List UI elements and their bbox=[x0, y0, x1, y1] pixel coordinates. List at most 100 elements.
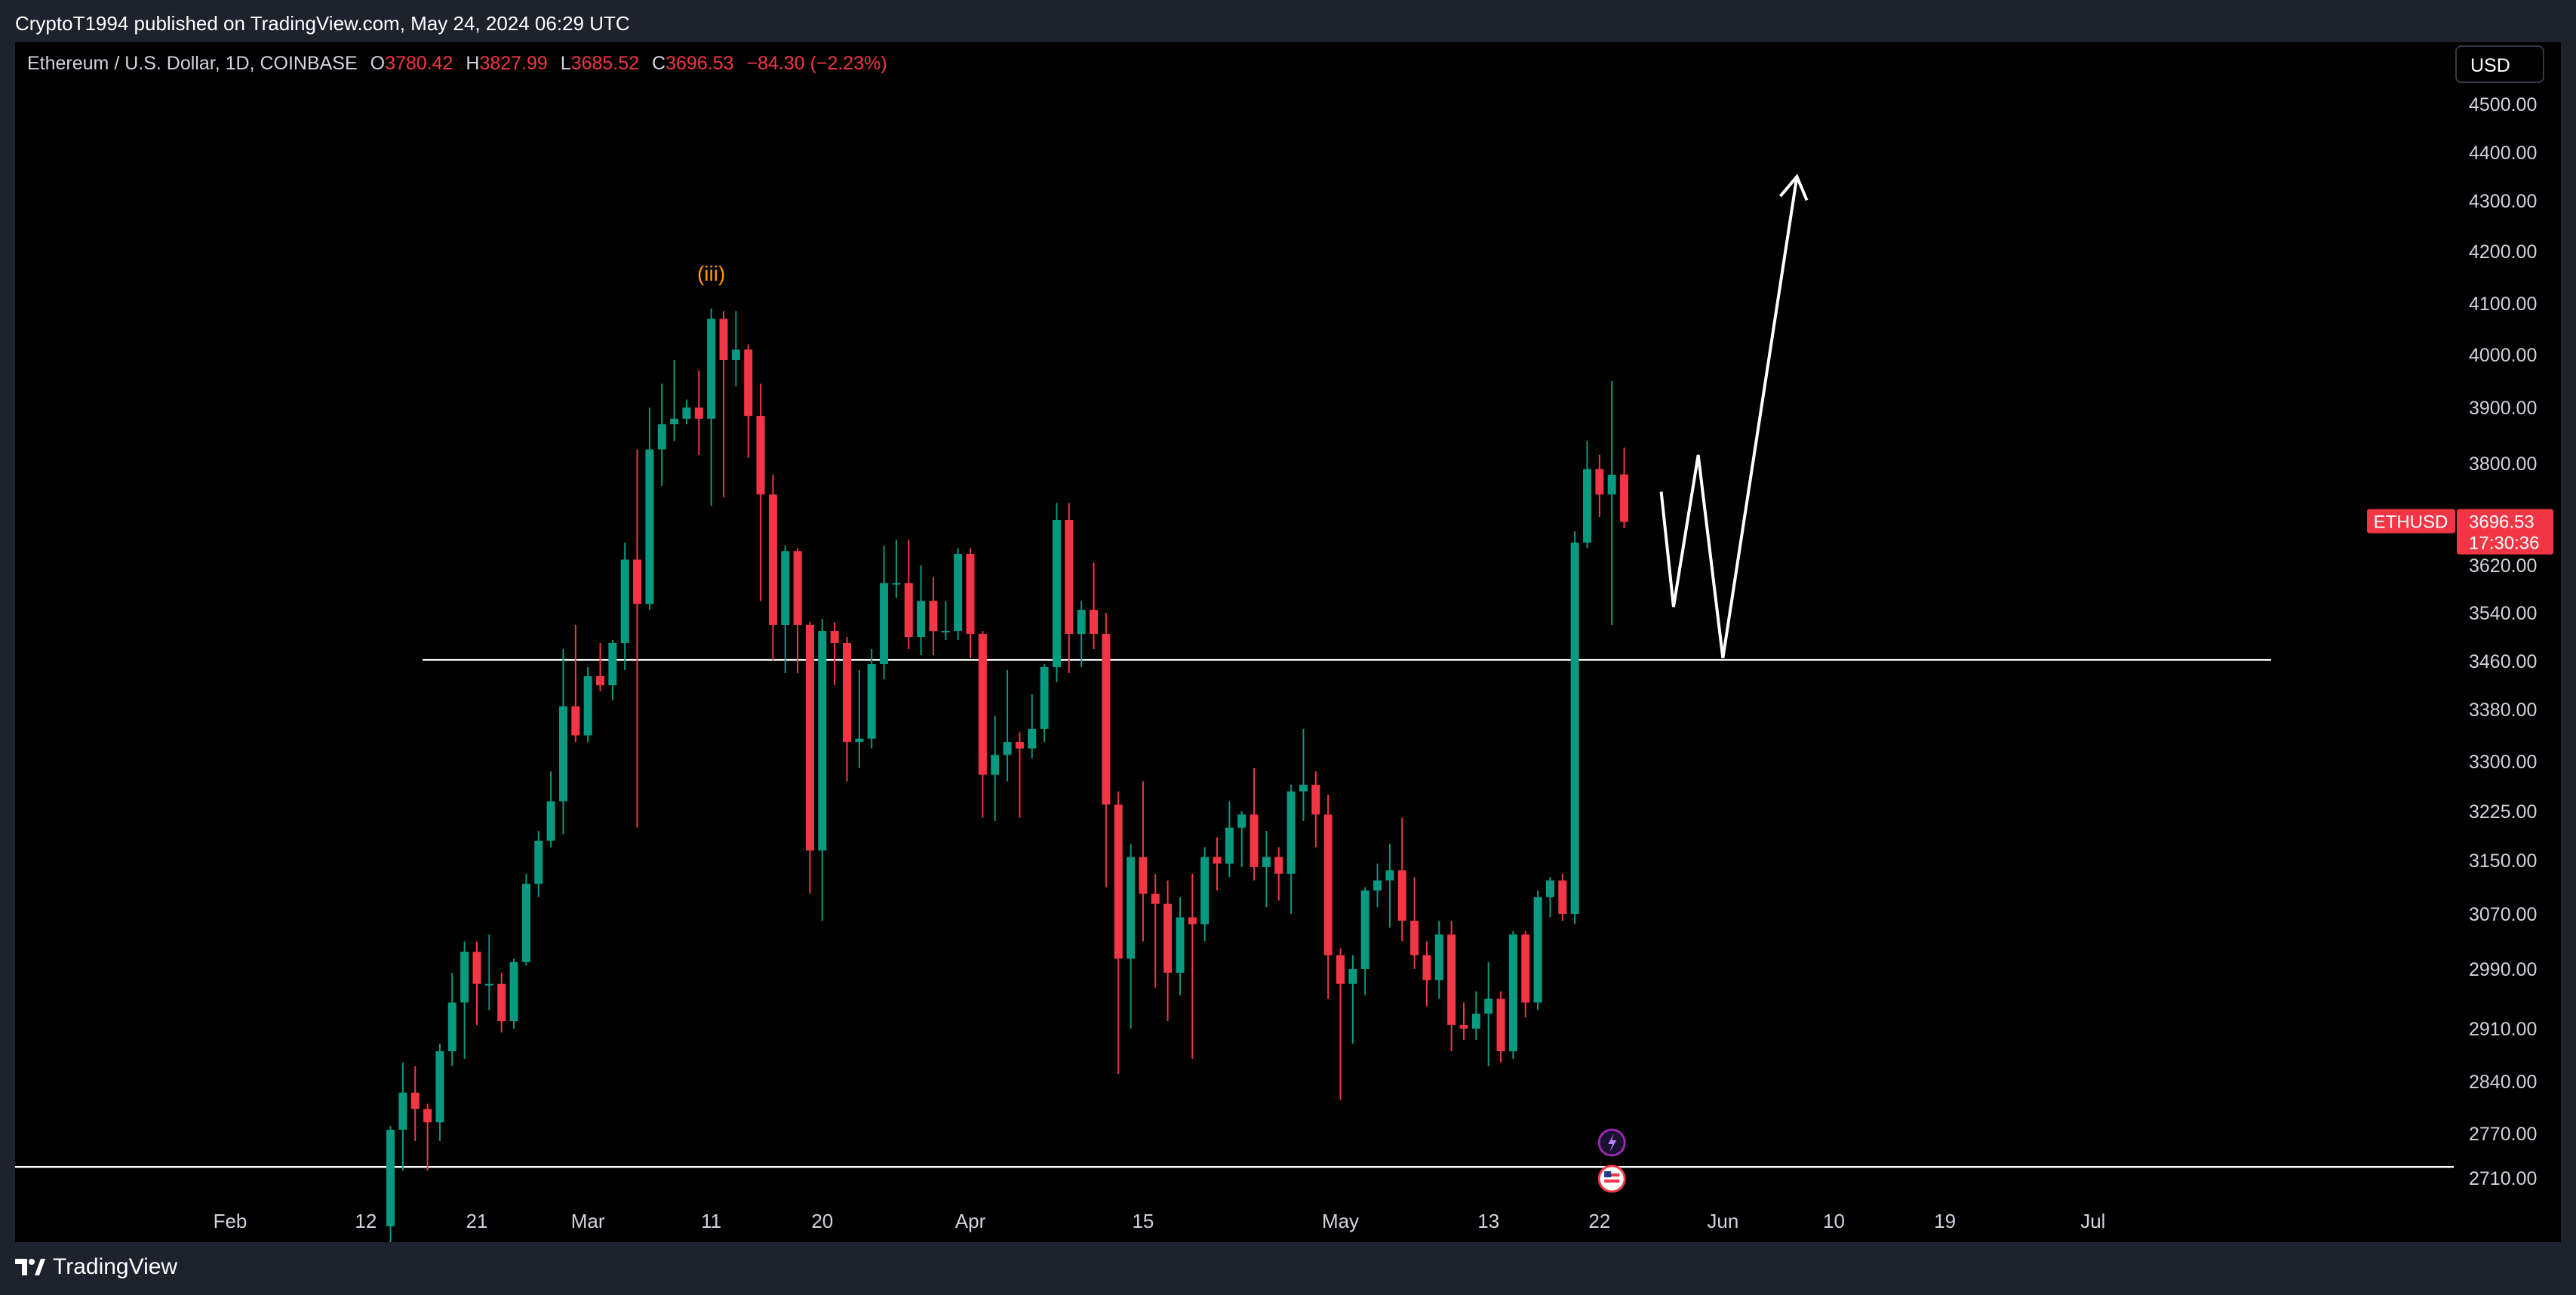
candle-body[interactable] bbox=[1052, 520, 1061, 667]
candle-body[interactable] bbox=[1583, 469, 1591, 543]
candle-body[interactable] bbox=[1003, 742, 1012, 755]
candle-body[interactable] bbox=[1164, 903, 1173, 973]
candle-body[interactable] bbox=[1496, 998, 1505, 1052]
candle-body[interactable] bbox=[991, 755, 1000, 775]
candle-body[interactable] bbox=[1348, 969, 1357, 984]
candle-body[interactable] bbox=[1447, 934, 1456, 1026]
candle-body[interactable] bbox=[781, 551, 790, 625]
symbol-tag-badge[interactable] bbox=[2367, 509, 2455, 534]
candle-body[interactable] bbox=[867, 664, 876, 739]
candle-body[interactable] bbox=[682, 408, 691, 419]
candle-body[interactable] bbox=[620, 559, 629, 644]
candle-body[interactable] bbox=[1102, 634, 1111, 805]
candle-body[interactable] bbox=[633, 559, 642, 604]
candle-body[interactable] bbox=[1360, 890, 1369, 969]
candle-body[interactable] bbox=[966, 554, 975, 634]
candle-body[interactable] bbox=[1595, 469, 1604, 495]
candle-body[interactable] bbox=[1015, 742, 1024, 749]
candle-body[interactable] bbox=[1422, 955, 1431, 980]
candle-body[interactable] bbox=[744, 349, 753, 417]
candle-body[interactable] bbox=[546, 801, 555, 841]
candle-body[interactable] bbox=[1250, 814, 1259, 867]
candle-body[interactable] bbox=[484, 983, 493, 986]
candle-body[interactable] bbox=[558, 706, 567, 801]
symbol-title[interactable]: Ethereum / U.S. Dollar, 1D, COINBASE bbox=[27, 53, 358, 74]
candle-body[interactable] bbox=[941, 631, 950, 632]
candle-body[interactable] bbox=[1323, 814, 1333, 955]
candle-body[interactable] bbox=[472, 952, 481, 984]
candle-body[interactable] bbox=[645, 449, 654, 604]
candle-body[interactable] bbox=[892, 583, 901, 585]
candle-body[interactable] bbox=[1558, 880, 1567, 914]
candle-body[interactable] bbox=[1484, 998, 1493, 1014]
candle-body[interactable] bbox=[1336, 955, 1345, 984]
candle-body[interactable] bbox=[1385, 870, 1394, 881]
candle-body[interactable] bbox=[670, 418, 679, 425]
candle-body[interactable] bbox=[497, 983, 506, 1022]
candle-body[interactable] bbox=[805, 625, 814, 851]
candle-body[interactable] bbox=[1607, 475, 1616, 495]
candle-body[interactable] bbox=[398, 1092, 407, 1130]
candle-body[interactable] bbox=[830, 631, 839, 643]
candle-body[interactable] bbox=[509, 961, 518, 1022]
candle-body[interactable] bbox=[1434, 934, 1443, 980]
candle-body[interactable] bbox=[386, 1130, 395, 1226]
candle-body[interactable] bbox=[1410, 921, 1419, 955]
candle-body[interactable] bbox=[596, 676, 604, 685]
candle-body[interactable] bbox=[410, 1092, 420, 1109]
candle-body[interactable] bbox=[880, 583, 889, 664]
candle-body[interactable] bbox=[1040, 667, 1049, 729]
candle-body[interactable] bbox=[1373, 880, 1382, 891]
candle-body[interactable] bbox=[1139, 857, 1148, 894]
candle-body[interactable] bbox=[1213, 857, 1222, 864]
candle-body[interactable] bbox=[460, 952, 469, 1003]
candle-body[interactable] bbox=[1545, 880, 1554, 897]
candle-body[interactable] bbox=[657, 424, 666, 450]
us-flag-icon[interactable] bbox=[1597, 1164, 1626, 1193]
candle-body[interactable] bbox=[447, 1002, 456, 1051]
candle-body[interactable] bbox=[1200, 857, 1210, 924]
candle-body[interactable] bbox=[1262, 857, 1271, 867]
candle-body[interactable] bbox=[1274, 857, 1283, 874]
candle-body[interactable] bbox=[719, 318, 728, 360]
candle-body[interactable] bbox=[1299, 784, 1308, 792]
candle-body[interactable] bbox=[694, 408, 703, 419]
tradingview-logo[interactable]: TradingView bbox=[15, 1254, 177, 1280]
candle-body[interactable] bbox=[1508, 934, 1517, 1051]
candle-body[interactable] bbox=[818, 631, 827, 851]
candle-body[interactable] bbox=[1151, 894, 1160, 904]
projection-path[interactable] bbox=[1659, 176, 1799, 659]
candle-body[interactable] bbox=[534, 841, 543, 884]
chart-panel[interactable]: 4500.00 4400.00 4300.00 4200.00 4100.00 4000.… bbox=[15, 42, 2561, 1242]
candle-body[interactable] bbox=[1188, 917, 1197, 924]
candle-body[interactable] bbox=[1471, 1014, 1480, 1029]
candle-body[interactable] bbox=[435, 1051, 444, 1123]
candle-body[interactable] bbox=[917, 601, 926, 637]
candle-body[interactable] bbox=[1311, 784, 1320, 815]
candle-body[interactable] bbox=[707, 318, 716, 419]
currency-button[interactable]: USD bbox=[2455, 45, 2544, 83]
candle-body[interactable] bbox=[1397, 870, 1406, 921]
candle-body[interactable] bbox=[793, 551, 802, 625]
candle-body[interactable] bbox=[731, 349, 740, 360]
candle-body[interactable] bbox=[954, 554, 963, 631]
candle-body[interactable] bbox=[756, 416, 765, 495]
candle-body[interactable] bbox=[1225, 827, 1234, 864]
candle-body[interactable] bbox=[978, 634, 987, 775]
candle-body[interactable] bbox=[571, 706, 580, 736]
candle-body[interactable] bbox=[1114, 804, 1123, 959]
candle-body[interactable] bbox=[1077, 610, 1086, 634]
candle-body[interactable] bbox=[1570, 543, 1579, 914]
price-chart[interactable]: 4500.00 4400.00 4300.00 4200.00 4100.00 4000.… bbox=[15, 42, 2561, 1242]
candle-body[interactable] bbox=[1028, 728, 1037, 749]
candle-body[interactable] bbox=[904, 583, 913, 637]
candle-body[interactable] bbox=[929, 601, 938, 631]
candle-body[interactable] bbox=[1127, 857, 1136, 959]
candle-body[interactable] bbox=[1237, 814, 1247, 828]
candle-body[interactable] bbox=[1176, 917, 1185, 973]
candle-body[interactable] bbox=[1521, 934, 1530, 1003]
candle-body[interactable] bbox=[1090, 610, 1098, 634]
candle-body[interactable] bbox=[1065, 520, 1074, 634]
candle-body[interactable] bbox=[608, 643, 617, 685]
candle-body[interactable] bbox=[423, 1109, 432, 1123]
